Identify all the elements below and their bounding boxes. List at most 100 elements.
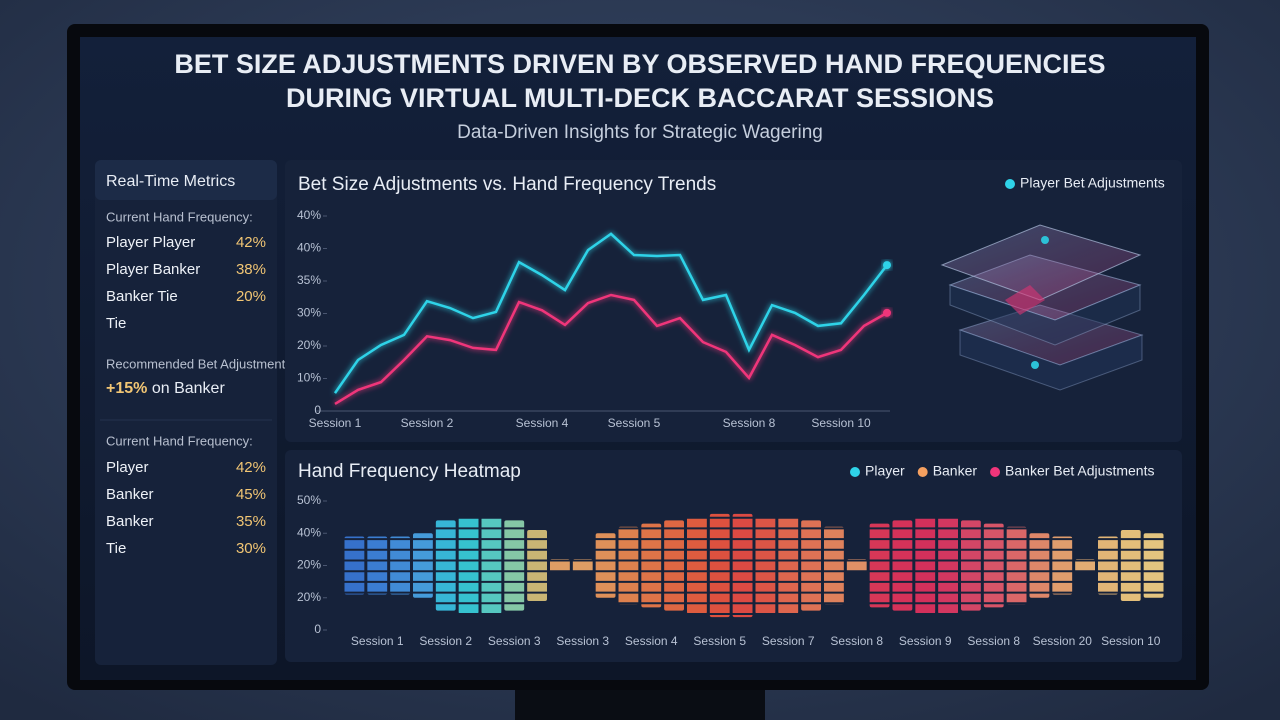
heat-column xyxy=(1075,559,1095,572)
heat-column xyxy=(1029,533,1050,598)
y-tick-label: 50% xyxy=(297,493,321,507)
series-line xyxy=(334,293,888,405)
x-tick-label: Session 5 xyxy=(693,634,746,648)
metric-value: 35% xyxy=(236,513,266,530)
heat-column xyxy=(435,520,456,611)
x-tick-label: Session 1 xyxy=(309,416,362,430)
heat-column xyxy=(778,517,799,614)
metric-label: Player Player xyxy=(106,234,195,251)
heat-column xyxy=(1098,536,1118,595)
recommend-value: +15% on Banker xyxy=(106,380,225,397)
metric-value: 20% xyxy=(236,288,266,305)
x-tick-label: Session 4 xyxy=(516,416,569,430)
x-tick-label: Session 8 xyxy=(830,634,883,648)
line-title: Bet Size Adjustments vs. Hand Frequency … xyxy=(298,174,716,195)
metric-label: Banker xyxy=(106,486,154,503)
heat-column xyxy=(413,533,433,598)
heat-column xyxy=(1143,533,1164,598)
section-label: Current Hand Frequency: xyxy=(106,209,253,224)
end-point xyxy=(883,261,891,270)
legend-label: Banker xyxy=(933,463,978,479)
heat-column xyxy=(504,520,525,611)
metric-label: Banker xyxy=(106,513,154,530)
legend-swatch xyxy=(990,467,1001,477)
y-tick-label: 0 xyxy=(314,622,321,636)
y-tick-label: 40% xyxy=(297,208,321,222)
metrics-header xyxy=(95,160,277,200)
x-tick-label: Session 8 xyxy=(723,416,776,430)
heat-column xyxy=(572,559,593,572)
metric-label: Player Banker xyxy=(106,261,200,278)
x-tick-label: Session 1 xyxy=(351,634,404,648)
x-tick-label: Session 10 xyxy=(1101,634,1161,648)
metrics-title: Real-Time Metrics xyxy=(106,173,235,190)
metric-label: Tie xyxy=(106,540,126,557)
heat-column xyxy=(983,523,1004,608)
heat-column xyxy=(527,530,547,601)
heat-column xyxy=(641,523,662,608)
title-line: BET SIZE ADJUSTMENTS DRIVEN BY OBSERVED … xyxy=(174,49,1105,79)
y-tick-label: 40% xyxy=(297,241,321,255)
line-panel xyxy=(285,160,1182,442)
recommend-amount: +15% xyxy=(106,380,147,397)
heatmap-title: Hand Frequency Heatmap xyxy=(298,461,521,482)
heat-column xyxy=(367,536,388,595)
y-tick-label: 20% xyxy=(297,558,321,572)
y-tick-label: 30% xyxy=(297,306,321,320)
metric-value: 30% xyxy=(236,540,266,557)
heat-column xyxy=(915,517,936,614)
metric-value: 45% xyxy=(236,486,266,503)
heat-column xyxy=(1006,526,1027,605)
metric-label: Tie xyxy=(106,315,126,332)
section-label: Current Hand Frequency: xyxy=(106,433,253,448)
legend-label: Banker Bet Adjustments xyxy=(1005,463,1154,479)
y-tick-label: 0 xyxy=(314,403,321,417)
title-line: DURING VIRTUAL MULTI-DECK BACCARAT SESSI… xyxy=(286,83,994,113)
monitor-stand xyxy=(515,686,765,720)
x-tick-label: Session 8 xyxy=(967,634,1020,648)
recommend-text: on Banker xyxy=(152,380,226,397)
x-tick-label: Session 3 xyxy=(488,634,541,648)
heat-column xyxy=(869,523,890,608)
legend-label: Player Bet Adjustments xyxy=(1020,175,1165,191)
y-tick-label: 20% xyxy=(297,590,321,604)
legend-swatch xyxy=(917,467,928,477)
heat-column xyxy=(550,559,570,572)
series-line xyxy=(333,232,888,394)
heat-column xyxy=(344,536,365,595)
heat-column xyxy=(824,526,844,605)
x-tick-label: Session 5 xyxy=(608,416,661,430)
heat-column xyxy=(481,517,502,614)
metric-value: 42% xyxy=(236,459,266,476)
heat-column xyxy=(938,517,958,614)
card-illustration xyxy=(940,224,1144,391)
legend-swatch xyxy=(850,467,860,477)
subtitle: Data-Driven Insights for Strategic Wager… xyxy=(457,122,823,143)
heat-column xyxy=(846,559,867,572)
recommend-label: Recommended Bet Adjustment: xyxy=(106,356,289,371)
x-tick-label: Session 9 xyxy=(899,634,952,648)
x-tick-label: Session 3 xyxy=(556,634,609,648)
y-tick-label: 35% xyxy=(297,273,321,287)
y-tick-label: 40% xyxy=(297,525,321,539)
x-tick-label: Session 7 xyxy=(762,634,815,648)
legend-swatch xyxy=(1005,179,1015,189)
heat-column xyxy=(755,517,776,614)
heat-column xyxy=(801,520,821,611)
heat-column xyxy=(1120,530,1141,601)
x-tick-label: Session 2 xyxy=(419,634,472,648)
legend-label: Player xyxy=(865,463,905,479)
heat-column xyxy=(1052,536,1073,595)
x-tick-label: Session 20 xyxy=(1033,634,1093,648)
x-tick-label: Session 4 xyxy=(625,634,678,648)
heat-column xyxy=(390,536,410,595)
heat-column xyxy=(595,533,616,598)
heat-column xyxy=(687,517,707,614)
metric-label: Player xyxy=(106,459,149,476)
y-tick-label: 20% xyxy=(297,338,321,352)
heat-column xyxy=(664,520,684,611)
x-tick-label: Session 2 xyxy=(401,416,454,430)
heat-column xyxy=(618,526,639,605)
